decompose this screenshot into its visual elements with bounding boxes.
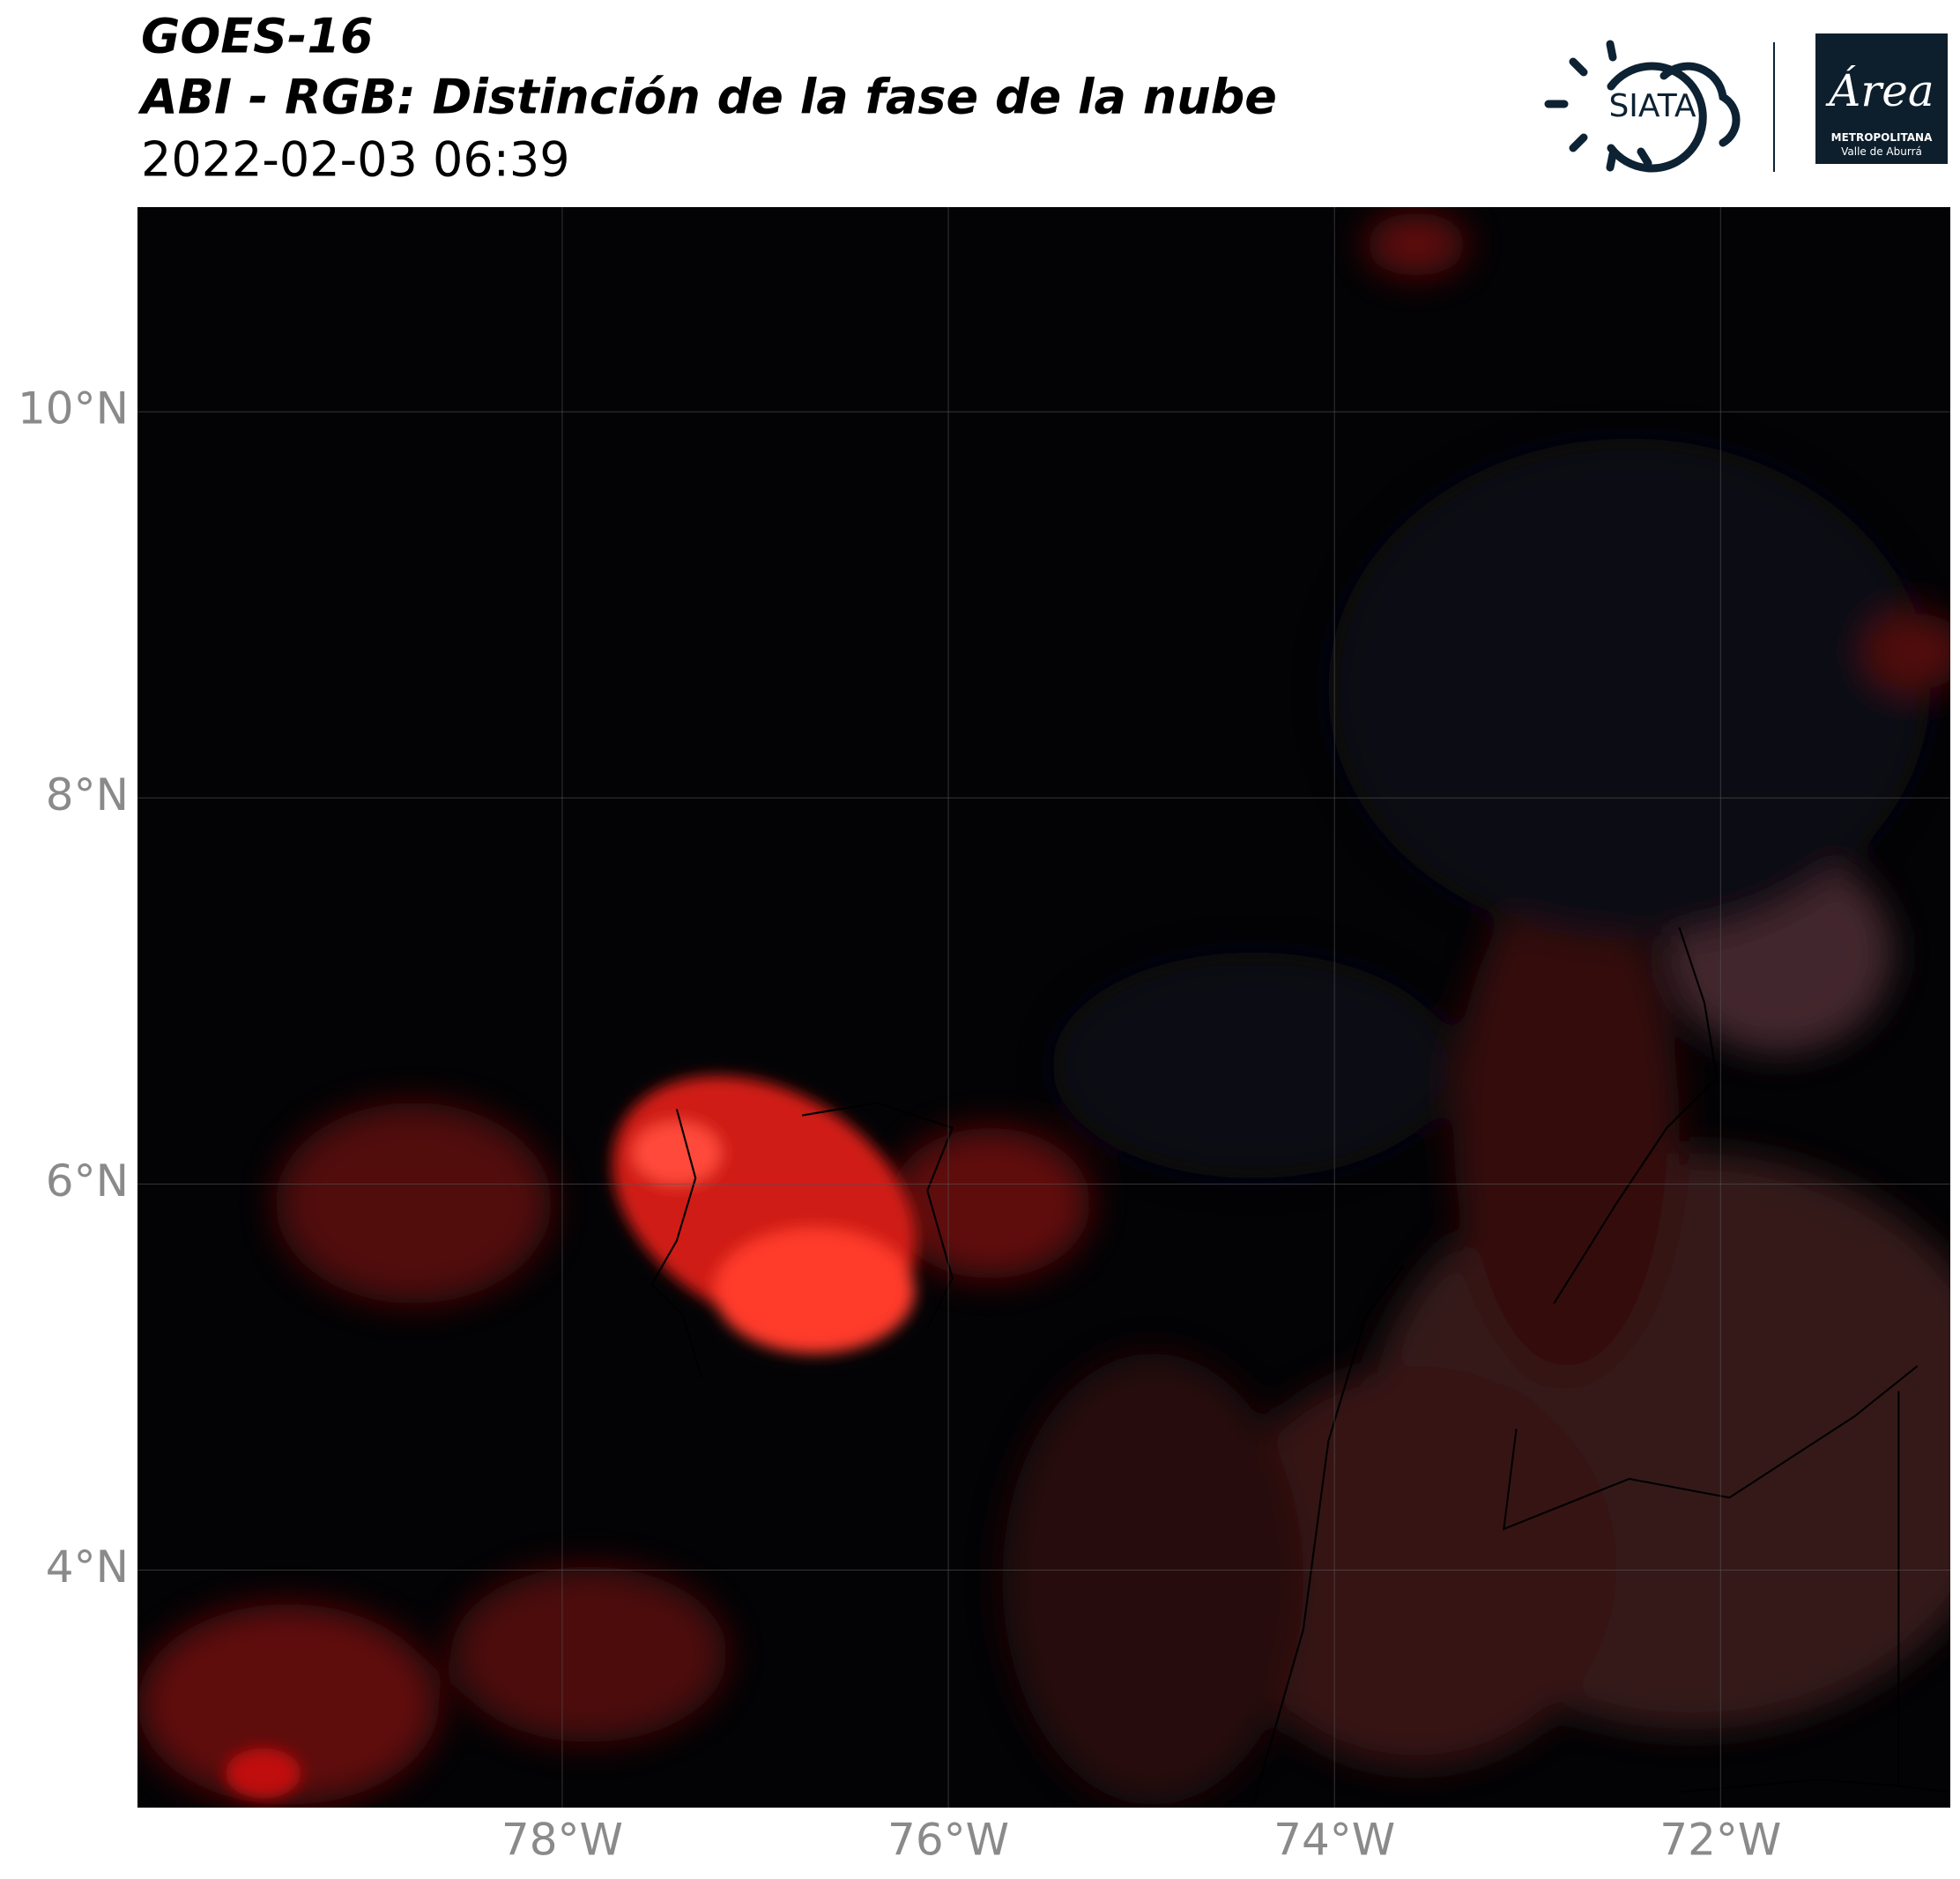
y-tick-label: 10°N: [18, 383, 129, 434]
x-tick-label: 74°W: [1273, 1815, 1395, 1866]
x-tick-label: 72°W: [1659, 1815, 1781, 1866]
x-tick-label: 78°W: [501, 1815, 623, 1866]
siata-text: SIATA: [1608, 88, 1696, 124]
metropolitana-text: METROPOLITANA: [1831, 131, 1933, 144]
satellite-image: [137, 207, 1950, 1808]
datetime: 2022-02-03 06:39: [141, 132, 570, 188]
area-logo: Área METROPOLITANA Valle de Aburrá: [1815, 33, 1948, 164]
y-tick-label: 4°N: [46, 1541, 129, 1593]
area-text: Área: [1825, 64, 1934, 116]
y-tick-label: 8°N: [46, 769, 129, 821]
title: GOES-16: [141, 9, 374, 64]
subtitle: ABI - RGB: Distinción de la fase de la n…: [137, 70, 1277, 125]
x-tick-label: 76°W: [887, 1815, 1009, 1866]
y-tick-label: 6°N: [46, 1155, 129, 1207]
grid: [137, 207, 1950, 1808]
borders: [650, 926, 1950, 1805]
siata-logo: SIATA: [1544, 40, 1741, 173]
valle-text: Valle de Aburrá: [1841, 145, 1922, 158]
ticks: 78°W 76°W 74°W 72°W 10°N 8°N 6°N 4°N: [18, 383, 1781, 1866]
